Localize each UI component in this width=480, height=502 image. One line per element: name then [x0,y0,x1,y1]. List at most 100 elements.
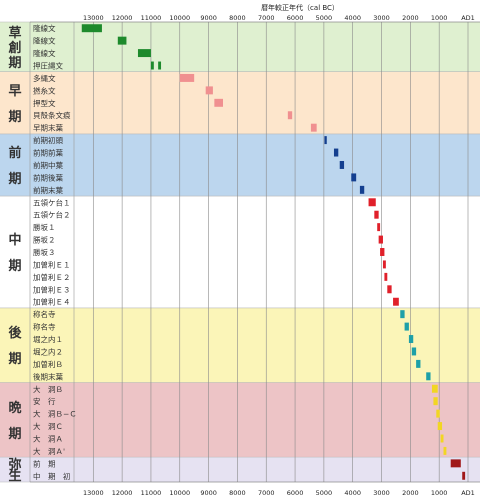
tick-label-bottom: 7000 [258,489,275,497]
data-bar [368,198,376,207]
period-label-char: 期 [8,110,21,125]
data-bar [393,297,399,306]
data-bar [431,384,438,393]
data-bar [436,409,440,418]
phase-label: 称名寺 [33,322,56,332]
phase-label: 隆線文 [33,48,56,58]
data-bar [310,123,317,132]
period-label-char: 後 [8,325,22,341]
data-bar [81,24,102,33]
phase-label: 堀之内２ [33,346,63,356]
phase-label: 前 期 [33,458,56,468]
tick-label-top: 5000 [316,14,333,22]
tick-label-top: 9000 [200,14,217,22]
data-bar [382,260,386,269]
data-bar [408,335,414,344]
tick-label-top: 2000 [402,14,419,22]
tick-label-top: 11000 [141,14,162,22]
data-bar [117,36,127,45]
phase-label: 後期末葉 [33,371,63,381]
tick-label-bottom: 12000 [112,489,133,497]
tick-label-top: 6000 [287,14,304,22]
period-label-char: 前 [8,145,21,161]
tick-label-bottom: 1000 [431,489,448,497]
tick-label-top: 12000 [112,14,133,22]
period-label-char: 早 [8,84,21,99]
vertical-grid [29,22,469,482]
phase-label: 大 洞Ａ [33,433,63,443]
phase-label: 称名寺 [33,309,56,319]
phase-label: 大 洞Ｂ−Ｃ [33,409,77,419]
phase-label: 早期末葉 [33,123,63,133]
data-bar [426,372,431,381]
period-label-char: 中 [8,232,21,248]
period-label-char: 期 [8,427,21,442]
phase-label: 安 行 [33,396,56,406]
tick-label-bottom: 11000 [141,489,162,497]
tick-label-bottom: 2000 [402,489,419,497]
phase-label: 勝坂２ [33,235,56,245]
phase-label: 貝殻条文痕 [33,110,71,120]
data-bar [380,248,385,256]
phase-label: 前期初頭 [33,135,63,145]
period-label-char: 期 [8,352,21,367]
period-band [0,196,480,308]
period-band [0,382,480,458]
period-label-char: 期 [8,172,21,187]
period-band [0,22,480,72]
period-label-char: 期 [8,56,21,71]
axis-bottom: 13000 12000 11000 10000 9000 8000 7000 6000 5000… [30,481,480,497]
tick-label-top: 1000 [431,14,448,22]
period-label-char: 晩 [8,400,21,416]
data-bar [440,434,444,443]
phase-label: 前期前葉 [33,148,63,158]
tick-label-bottom: 8000 [229,489,246,497]
data-bar [433,397,438,406]
period-label-char: 期 [8,259,21,274]
tick-label-top: 13000 [83,14,104,22]
bars [81,24,466,480]
tick-label-bottom: AD1 [461,489,475,497]
phase-label: 前期中葉 [33,160,63,170]
row-labels: 隆線文隆線文隆線文押圧縄文多縄文撚糸文押型文貝殻条文痕早期末葉前期初頭前期前葉前… [33,23,77,481]
phase-label: 加曽利Ｅ３ [33,284,71,294]
tick-label-bottom: 9000 [200,489,217,497]
data-bar [374,210,379,219]
data-bar [333,148,339,157]
period-band [0,133,480,197]
period-label-char: 草 [8,25,21,41]
data-bar [411,347,417,356]
phase-label: 堀之内１ [33,334,63,344]
period-bands [0,21,480,483]
period-band [0,307,480,383]
phase-label: 隆線文 [33,23,56,33]
data-bar [359,185,365,194]
tick-label-bottom: 6000 [287,489,304,497]
period-label-char: 弥 [8,457,21,473]
period-label-char: 創 [7,40,21,56]
tick-label-bottom: 13000 [83,489,104,497]
data-bar [387,285,392,294]
phase-label: 押圧縄文 [33,61,63,71]
phase-label: 加曽利Ｅ４ [33,297,71,307]
tick-label-top: 4000 [344,14,361,22]
chart-title: 暦年較正年代（cal BC） [261,3,339,12]
phase-label: 加曽利Ｅ１ [33,259,71,269]
data-bar [462,471,466,480]
data-bar [443,446,447,455]
data-bar [214,98,223,107]
period-band [0,457,480,482]
tick-label-bottom: 10000 [169,489,190,497]
period-band [0,71,480,134]
data-bar [450,459,461,468]
phase-label: 勝坂３ [33,247,56,257]
tick-label-top: 8000 [229,14,246,22]
data-bar [384,272,388,281]
tick-label-top: 10000 [169,14,190,22]
data-bar [377,223,381,232]
data-bar [137,49,151,58]
phase-label: 大 洞Ｃ [33,421,63,431]
phase-label: 撚糸文 [33,85,56,95]
data-bar [158,61,162,70]
